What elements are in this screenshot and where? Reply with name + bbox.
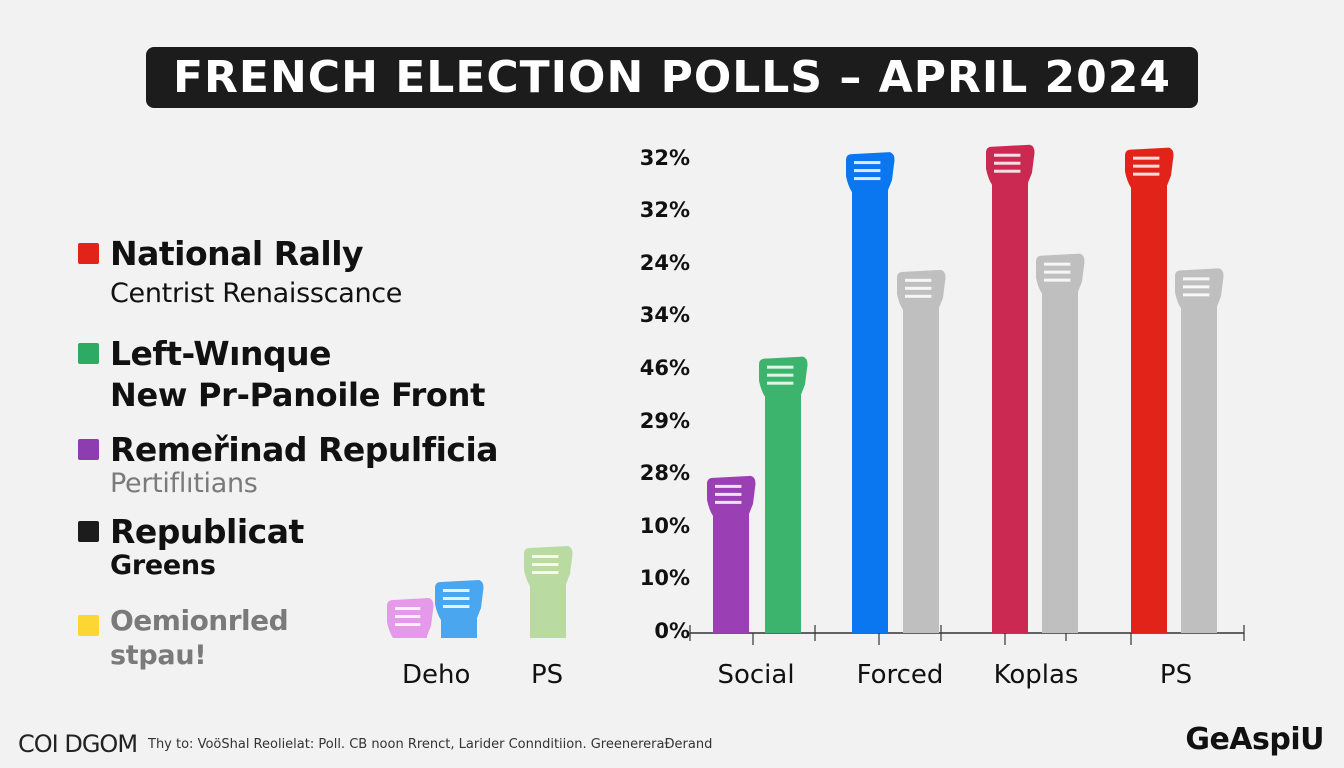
y-tick-label: 10% — [639, 566, 690, 590]
y-tick-label: 28% — [639, 461, 690, 485]
x-category-label: Koplas — [993, 660, 1079, 690]
y-tick-label: 32% — [639, 146, 690, 170]
bar-social-secondary — [765, 388, 801, 633]
legend-secondary-label: Greens — [110, 550, 216, 581]
bar-koplas-secondary — [1042, 285, 1078, 633]
y-tick-label: 0% — [654, 619, 690, 643]
raised-fist-icon — [435, 580, 484, 620]
raised-fist-icon — [707, 475, 756, 516]
raised-fist-icon — [1125, 147, 1174, 188]
x-category-label: Social — [717, 660, 795, 690]
y-tick-label: 10% — [639, 514, 690, 538]
legend-primary-label: Remeřinad Repulficia — [110, 430, 499, 469]
legend-swatch — [78, 243, 99, 264]
bar-social-primary — [713, 507, 749, 633]
y-tick-label: 24% — [639, 251, 690, 275]
footer-note: Thy to: VoöShal Reolielat: Poll. CB noon… — [148, 737, 713, 752]
raised-fist-icon — [759, 356, 808, 397]
chart-title: FRENCH ELECTION POLLS – APRIL 2024 — [172, 52, 1172, 103]
legend-secondary-label: Pertiflıtians — [110, 468, 258, 499]
legend-primary-label: Republicat — [110, 512, 304, 551]
legend-primary-label: Left-Wınque — [110, 334, 331, 373]
raised-fist-icon — [524, 546, 573, 586]
legend-primary-label: Oemionrled — [110, 604, 289, 637]
brand-logo: GeAspiU — [1185, 722, 1324, 757]
y-tick-label: 29% — [639, 409, 690, 433]
bar-forced-secondary — [903, 301, 939, 633]
y-tick-label: 46% — [639, 356, 690, 380]
legend-swatch — [78, 521, 99, 542]
legend-secondary-label: stpau! — [110, 640, 207, 671]
raised-fist-icon — [1036, 253, 1085, 294]
bar-forced-primary — [852, 184, 888, 633]
footer-logo: COI DGOM — [18, 730, 138, 758]
raised-fist-icon — [387, 598, 434, 638]
raised-fist-icon — [897, 269, 946, 310]
legend-swatch — [78, 439, 99, 460]
y-tick-label: 32% — [639, 198, 690, 222]
x-category-label: PS — [1159, 660, 1193, 690]
raised-fist-icon — [1175, 268, 1224, 309]
x-category-label: Forced — [856, 660, 944, 690]
legend-secondary-label: Centrist Renaisscance — [110, 278, 403, 309]
bar-koplas-primary — [992, 176, 1028, 633]
raised-fist-icon — [986, 144, 1035, 185]
bar-ps-secondary — [1181, 300, 1217, 633]
legend-primary-label: National Rally — [110, 234, 364, 273]
title-banner: FRENCH ELECTION POLLS – APRIL 2024 — [146, 47, 1198, 108]
mini-chart-label: PS — [531, 660, 564, 690]
bar-ps-primary — [1131, 179, 1167, 633]
raised-fist-icon — [846, 152, 895, 193]
mini-chart-label: Deho — [402, 660, 471, 690]
y-tick-label: 34% — [639, 303, 690, 327]
legend-swatch — [78, 343, 99, 364]
legend-swatch — [78, 615, 99, 636]
legend-secondary-label: New Pr-Panoile Front — [110, 376, 486, 414]
